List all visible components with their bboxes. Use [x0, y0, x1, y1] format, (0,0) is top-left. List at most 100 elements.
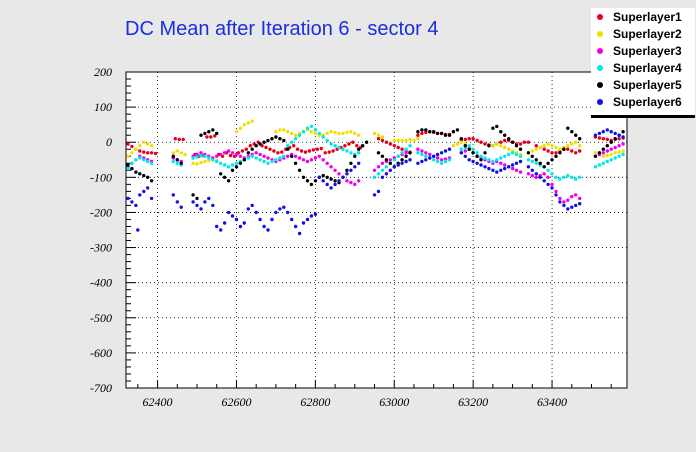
data-point	[329, 142, 333, 146]
data-point	[459, 151, 463, 155]
data-point	[228, 153, 233, 158]
data-point	[349, 180, 353, 185]
data-point	[613, 151, 617, 155]
data-point	[175, 161, 179, 165]
data-point	[345, 179, 349, 183]
data-point	[138, 193, 142, 197]
data-point	[274, 130, 278, 134]
data-point	[542, 144, 546, 148]
data-point	[341, 131, 345, 136]
data-point	[574, 193, 578, 197]
data-point	[219, 152, 223, 157]
data-point	[175, 158, 179, 162]
data-point	[518, 170, 523, 174]
data-point	[262, 159, 266, 164]
data-point	[262, 154, 266, 158]
data-point	[416, 147, 420, 151]
data-point	[550, 151, 554, 155]
legend-marker	[597, 82, 603, 88]
data-point	[475, 161, 479, 165]
data-point	[293, 133, 298, 137]
data-point	[380, 168, 385, 172]
data-point	[290, 140, 294, 144]
data-point	[554, 193, 558, 197]
data-point	[514, 144, 519, 148]
data-point	[290, 131, 294, 136]
data-point	[258, 152, 262, 157]
data-point	[205, 135, 209, 139]
data-point	[238, 154, 243, 158]
data-point	[499, 144, 503, 148]
data-point	[420, 131, 424, 136]
legend-marker	[597, 48, 603, 54]
data-point	[380, 138, 385, 143]
data-point	[130, 144, 134, 149]
data-point	[248, 144, 252, 148]
data-point	[258, 217, 262, 222]
data-point	[215, 224, 219, 229]
data-point	[266, 156, 270, 160]
data-point	[142, 150, 146, 154]
data-point	[372, 193, 377, 197]
data-point	[250, 147, 254, 151]
data-point	[483, 142, 487, 146]
data-point	[266, 161, 270, 165]
data-point	[226, 165, 231, 169]
y-tick-label: -700	[90, 381, 112, 395]
legend-item: Superlayer6	[591, 94, 695, 111]
data-point	[447, 133, 452, 137]
data-point	[428, 130, 432, 134]
data-point	[149, 161, 154, 165]
data-point	[514, 168, 519, 172]
data-point	[530, 149, 534, 153]
legend-label: Superlayer6	[613, 95, 682, 109]
data-point	[305, 179, 310, 183]
data-point	[601, 130, 605, 134]
data-point	[199, 160, 203, 165]
data-point	[435, 159, 440, 164]
data-point	[499, 168, 503, 172]
data-point	[408, 144, 412, 148]
data-point	[451, 144, 456, 148]
data-point	[331, 149, 335, 153]
legend-label: Superlayer3	[613, 44, 682, 58]
data-point	[463, 149, 467, 153]
data-point	[268, 147, 272, 151]
data-point	[301, 158, 306, 162]
data-point	[530, 154, 534, 158]
data-point	[526, 172, 531, 176]
data-point	[566, 126, 570, 130]
data-point	[534, 172, 538, 176]
legend-item: Superlayer5	[591, 77, 695, 94]
legend-label: Superlayer2	[613, 27, 682, 41]
data-point	[191, 193, 195, 197]
data-point	[475, 151, 479, 155]
data-point	[130, 151, 134, 155]
legend-marker	[597, 65, 603, 71]
data-point	[554, 154, 558, 158]
data-point	[467, 137, 471, 141]
data-point	[321, 135, 325, 139]
data-point	[475, 154, 479, 158]
data-point	[177, 137, 181, 142]
data-point	[621, 142, 625, 146]
data-point	[146, 142, 150, 146]
data-point	[262, 224, 266, 229]
data-point	[313, 179, 318, 183]
data-point	[293, 224, 298, 229]
data-point	[416, 130, 420, 134]
data-point	[503, 154, 507, 158]
data-point	[443, 133, 448, 137]
data-point	[254, 151, 258, 155]
data-point	[272, 149, 276, 153]
data-point	[175, 149, 179, 153]
data-point	[199, 153, 203, 158]
data-point	[392, 144, 396, 148]
data-point	[226, 179, 231, 183]
data-point	[134, 203, 138, 208]
data-point	[311, 148, 316, 152]
data-point	[270, 217, 274, 222]
data-point	[510, 166, 515, 171]
data-point	[404, 159, 408, 164]
data-point	[238, 126, 243, 130]
